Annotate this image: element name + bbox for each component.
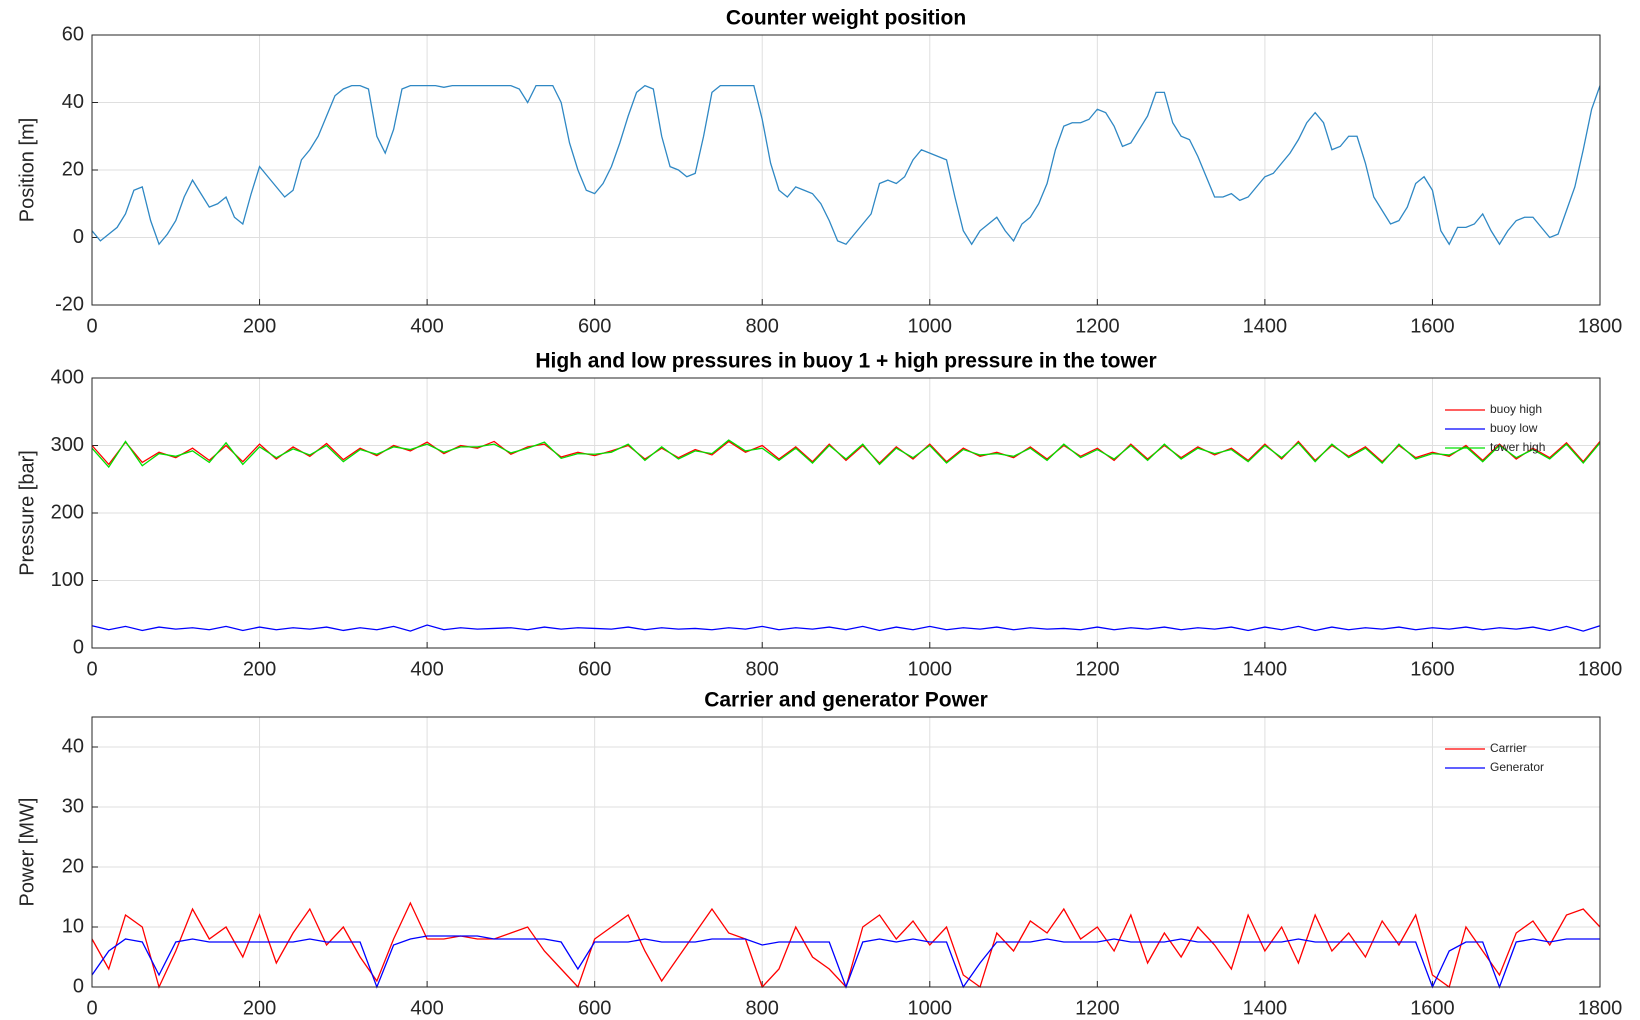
legend-label: tower high bbox=[1490, 440, 1545, 454]
axes-box bbox=[91, 377, 1601, 649]
x-tick-label: 1800 bbox=[1578, 658, 1623, 680]
chart-title: Carrier and generator Power bbox=[704, 689, 988, 712]
y-tick-label: 0 bbox=[73, 636, 84, 658]
y-tick-label: 40 bbox=[62, 735, 84, 757]
x-tick-label: 1200 bbox=[1075, 997, 1120, 1019]
series-line bbox=[91, 624, 1601, 632]
x-tick-label: 400 bbox=[410, 997, 443, 1019]
x-tick-label: 1800 bbox=[1578, 997, 1623, 1019]
y-tick-label: 20 bbox=[62, 855, 84, 877]
x-tick-label: 800 bbox=[746, 315, 779, 337]
y-tick-label: 10 bbox=[62, 915, 84, 937]
x-tick-label: 400 bbox=[410, 658, 443, 680]
x-tick-label: 200 bbox=[243, 315, 276, 337]
y-tick-label: 60 bbox=[62, 23, 84, 45]
x-tick-label: 1800 bbox=[1578, 315, 1623, 337]
x-tick-label: 200 bbox=[243, 658, 276, 680]
y-tick-label: -20 bbox=[55, 293, 84, 315]
legend-label: Carrier bbox=[1490, 741, 1527, 755]
x-tick-label: 1400 bbox=[1243, 658, 1288, 680]
x-tick-label: 0 bbox=[86, 997, 97, 1019]
x-tick-label: 400 bbox=[410, 315, 443, 337]
x-tick-label: 600 bbox=[578, 658, 611, 680]
x-tick-label: 1600 bbox=[1410, 658, 1455, 680]
x-tick-label: 1000 bbox=[908, 315, 953, 337]
line bbox=[91, 84, 1601, 246]
x-tick-label: 1400 bbox=[1243, 997, 1288, 1019]
x-tick-label: 800 bbox=[746, 658, 779, 680]
y-tick-label: 30 bbox=[62, 795, 84, 817]
x-tick-label: 1000 bbox=[908, 997, 953, 1019]
y-tick-label: 100 bbox=[51, 569, 84, 591]
y-axis-label: Pressure [bar] bbox=[16, 450, 38, 576]
x-tick-label: 1200 bbox=[1075, 315, 1120, 337]
chart-title: High and low pressures in buoy 1 + high … bbox=[535, 350, 1156, 373]
y-axis-label: Power [MW] bbox=[16, 798, 38, 907]
y-tick-label: 300 bbox=[51, 434, 84, 456]
plot-area bbox=[92, 717, 1600, 987]
x-tick-label: 1000 bbox=[908, 658, 953, 680]
legend-label: buoy low bbox=[1490, 421, 1538, 435]
x-tick-label: 800 bbox=[746, 997, 779, 1019]
x-tick-label: 1600 bbox=[1410, 315, 1455, 337]
series-line bbox=[91, 440, 1601, 466]
x-tick-label: 1600 bbox=[1410, 997, 1455, 1019]
x-tick-label: 600 bbox=[578, 997, 611, 1019]
x-tick-label: 1200 bbox=[1075, 658, 1120, 680]
x-tick-label: 600 bbox=[578, 315, 611, 337]
axes-box bbox=[91, 716, 1601, 988]
y-axis-label: Position [m] bbox=[16, 118, 38, 222]
series-line bbox=[91, 439, 1601, 469]
legend-label: Generator bbox=[1490, 760, 1544, 774]
y-tick-label: 0 bbox=[73, 975, 84, 997]
y-tick-label: 40 bbox=[62, 91, 84, 113]
x-tick-label: 200 bbox=[243, 997, 276, 1019]
x-tick-label: 1400 bbox=[1243, 315, 1288, 337]
axes-box bbox=[91, 34, 1601, 306]
y-tick-label: 200 bbox=[51, 501, 84, 523]
x-tick-label: 0 bbox=[86, 658, 97, 680]
y-tick-label: 0 bbox=[73, 226, 84, 248]
x-tick-label: 0 bbox=[86, 315, 97, 337]
y-tick-label: 20 bbox=[62, 158, 84, 180]
chart-title: Counter weight position bbox=[726, 7, 966, 30]
y-tick-label: 400 bbox=[51, 366, 84, 388]
legend-label: buoy high bbox=[1490, 402, 1542, 416]
